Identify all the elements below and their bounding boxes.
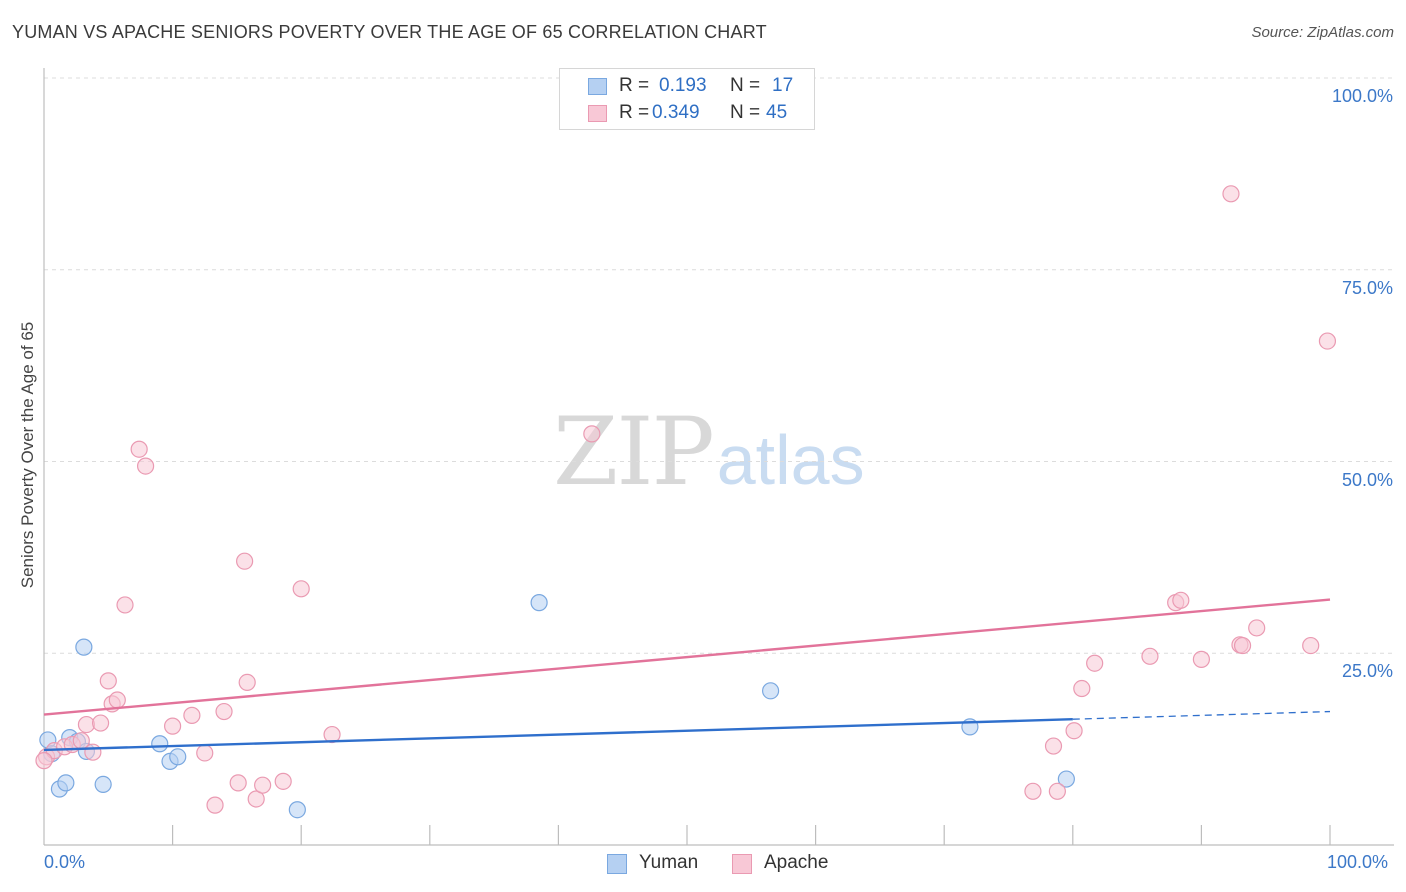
- point-apache: [1302, 636, 1320, 655]
- point-yuman: [530, 594, 548, 612]
- point-yuman: [1057, 770, 1075, 788]
- point-yuman: [151, 735, 169, 753]
- point-apache: [247, 790, 265, 808]
- point-apache: [229, 774, 247, 792]
- legend-r-label: R =: [619, 75, 650, 96]
- bottom-legend-label-apache: Apache: [764, 852, 829, 873]
- point-apache: [1192, 650, 1211, 668]
- trend-line-apache: [43, 598, 1331, 716]
- point-yuman: [288, 801, 306, 819]
- point-apache: [196, 744, 214, 762]
- legend-r-label: R =: [619, 102, 650, 123]
- point-apache: [236, 552, 254, 570]
- point-apache: [1141, 647, 1159, 665]
- correlation-legend: R = 0.193 N = 17 R = 0.349 N = 45: [559, 68, 815, 130]
- trend-line-extension-yuman: [1072, 710, 1331, 720]
- point-apache: [1065, 722, 1083, 740]
- point-apache: [116, 596, 134, 614]
- point-apache: [1248, 619, 1266, 637]
- point-apache: [183, 706, 201, 724]
- y-tick-label: 50.0%: [1341, 469, 1393, 490]
- point-apache: [164, 717, 182, 735]
- watermark-atlas: atlas: [716, 421, 865, 499]
- legend-r-value: 0.193: [659, 75, 707, 96]
- point-apache: [1318, 332, 1337, 350]
- point-yuman: [169, 748, 187, 766]
- legend-swatch-yuman: [588, 78, 607, 95]
- point-apache: [77, 715, 96, 734]
- point-apache: [1233, 636, 1252, 655]
- x-tick-label-max: 100.0%: [1327, 852, 1389, 872]
- legend-n-label: N =: [730, 102, 761, 123]
- point-yuman: [94, 775, 112, 794]
- axes: [43, 68, 1394, 846]
- y-tick-label: 75.0%: [1341, 277, 1393, 298]
- point-apache: [215, 702, 233, 721]
- point-apache: [1222, 185, 1240, 203]
- legend-r-value: 0.349: [652, 102, 700, 123]
- trend-lines: [43, 598, 1331, 752]
- legend-n-value: 17: [772, 75, 794, 96]
- data-points: [35, 185, 1337, 819]
- point-yuman: [761, 682, 780, 700]
- point-apache: [99, 672, 117, 690]
- source-label: Source: ZipAtlas.com: [1251, 24, 1394, 41]
- bottom-legend-label-yuman: Yuman: [639, 852, 699, 873]
- trend-line-yuman: [43, 718, 1073, 752]
- legend-n-label: N =: [730, 75, 761, 96]
- point-apache: [136, 457, 155, 475]
- point-apache: [583, 425, 601, 443]
- y-tick-label: 25.0%: [1341, 661, 1393, 682]
- point-apache: [323, 725, 341, 744]
- point-apache: [1172, 591, 1190, 609]
- chart-title: YUMAN VS APACHE SENIORS POVERTY OVER THE…: [12, 22, 767, 42]
- x-tick-label-min: 0.0%: [44, 852, 86, 872]
- point-apache: [35, 752, 53, 770]
- legend-n-value: 45: [766, 102, 788, 123]
- y-tick-label: 100.0%: [1331, 86, 1393, 106]
- point-apache: [91, 714, 110, 732]
- point-apache: [238, 673, 256, 691]
- point-apache: [1044, 737, 1063, 755]
- point-apache: [130, 440, 148, 458]
- legend-swatch-apache: [588, 105, 607, 122]
- bottom-legend-swatch-apache: [732, 854, 752, 874]
- point-apache: [1024, 782, 1042, 800]
- point-apache: [254, 776, 272, 794]
- watermark-zip: ZIP: [553, 398, 715, 507]
- point-yuman: [57, 774, 75, 792]
- point-apache: [1048, 782, 1066, 800]
- point-apache: [274, 772, 292, 790]
- bottom-legend-swatch-yuman: [607, 854, 627, 874]
- point-apache: [108, 691, 126, 709]
- point-apache: [84, 743, 102, 761]
- point-apache: [1086, 654, 1104, 672]
- point-apache: [292, 580, 310, 598]
- point-apache: [1073, 679, 1091, 698]
- point-apache: [206, 796, 224, 814]
- point-yuman: [75, 638, 93, 656]
- watermark: ZIPatlas: [553, 398, 865, 507]
